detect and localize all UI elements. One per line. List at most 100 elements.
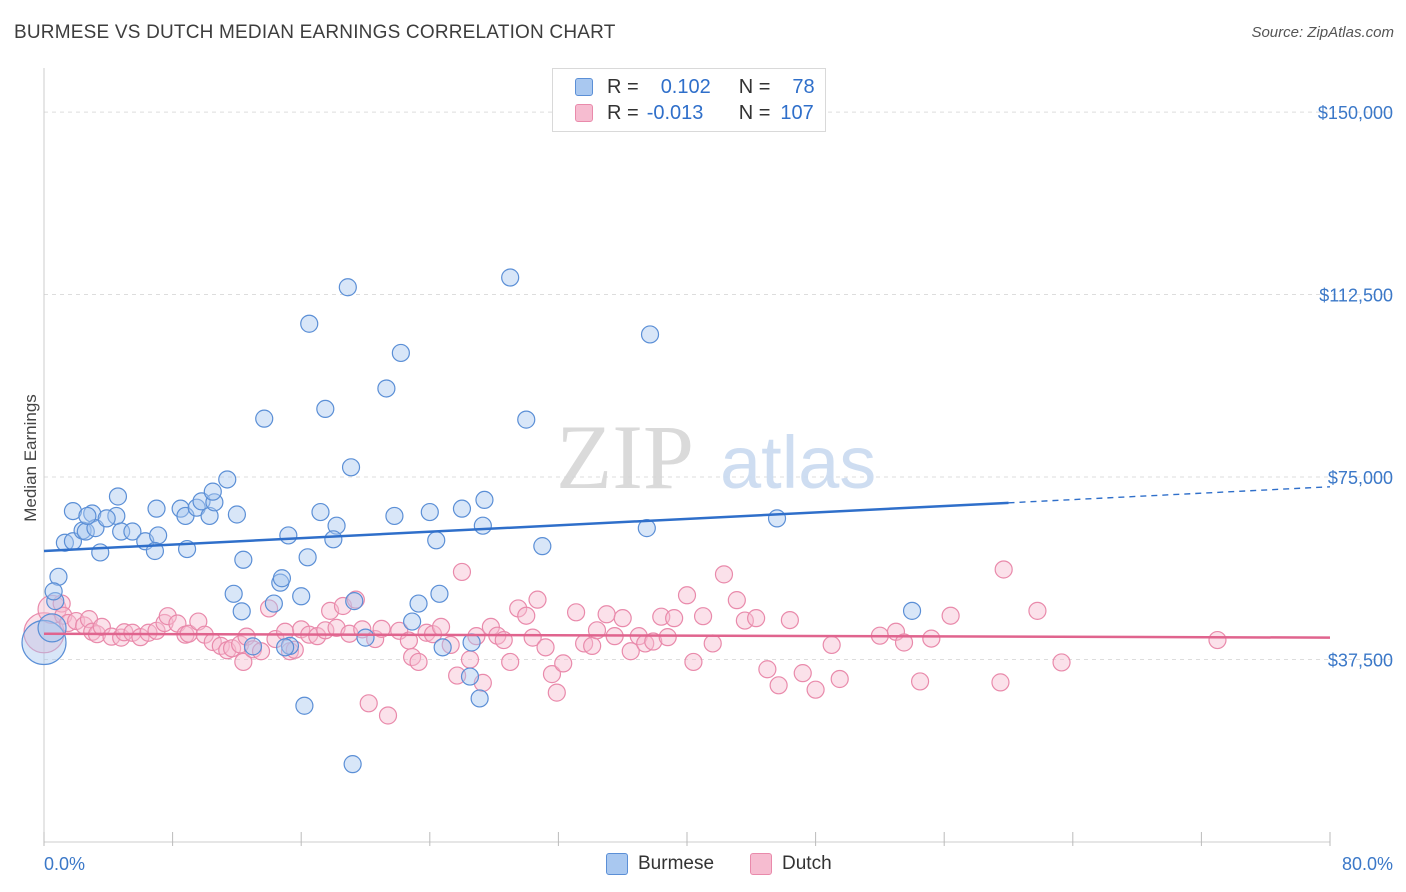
- burmese-point: [203, 482, 222, 501]
- burmese-point: [123, 522, 142, 541]
- dutch-point: [372, 619, 391, 638]
- dutch-point: [613, 609, 632, 628]
- axes: [43, 68, 1331, 846]
- burmese-point: [97, 509, 116, 528]
- burmese-point: [272, 569, 292, 588]
- legend-r-label: R =: [607, 101, 639, 124]
- y-tick-label: $75,000: [1328, 468, 1393, 488]
- dutch-point: [452, 562, 472, 582]
- legend-n-value: 78: [792, 75, 815, 98]
- burmese-point: [91, 543, 110, 562]
- dutch-point: [644, 632, 663, 651]
- x-tick-label: 0.0%: [44, 854, 85, 874]
- burmese-point: [292, 587, 311, 606]
- dutch-point: [409, 652, 428, 672]
- burmese-point: [264, 594, 283, 613]
- burmese-point: [279, 526, 298, 545]
- watermark: ZIP atlas: [556, 406, 876, 508]
- dutch-point: [727, 591, 746, 610]
- legend-n-label: N =: [738, 75, 771, 98]
- watermark-zip: ZIP: [556, 406, 694, 508]
- legend-n-label: N =: [738, 101, 771, 124]
- legend-swatch-dutch: [575, 104, 593, 122]
- dutch-point: [703, 634, 722, 653]
- burmese-point: [63, 501, 83, 521]
- dutch-point: [460, 650, 480, 669]
- burmese-point: [218, 470, 237, 489]
- dutch-point: [780, 610, 799, 630]
- dutch-point: [830, 669, 849, 689]
- dutch-point: [735, 611, 754, 630]
- dutch-point: [994, 560, 1013, 579]
- burmese-point: [767, 509, 787, 528]
- trend-lines: [43, 486, 1331, 639]
- dutch-point: [501, 652, 520, 672]
- dutch-point: [92, 617, 111, 637]
- dutch-point: [822, 635, 841, 655]
- burmese-point: [452, 499, 472, 518]
- burmese-point: [430, 584, 449, 603]
- burmese-point: [345, 592, 364, 611]
- dutch-point: [658, 628, 677, 647]
- burmese-point: [200, 506, 219, 526]
- burmese-point: [243, 637, 263, 656]
- dutch-point: [894, 633, 914, 652]
- burmese-point: [427, 531, 446, 550]
- dutch-point: [158, 607, 177, 626]
- legend-label-burmese: Burmese: [638, 853, 715, 874]
- burmese-point: [327, 516, 346, 535]
- dutch-point: [693, 607, 713, 626]
- burmese-point: [83, 504, 102, 523]
- dutch-point: [714, 565, 734, 584]
- burmese-point: [300, 314, 319, 333]
- dutch-point: [684, 652, 703, 672]
- burmese-point: [147, 499, 166, 518]
- burmese-point: [533, 537, 552, 556]
- dutch-trend-line: [43, 632, 1331, 639]
- bottom-legend-burmese: Burmese: [606, 852, 714, 876]
- burmese-point: [49, 567, 68, 586]
- dutch-point: [922, 629, 941, 648]
- burmese-point: [460, 667, 480, 686]
- burmese-trend-extension: [1008, 486, 1331, 504]
- burmese-point: [224, 584, 243, 603]
- burmese-point: [276, 638, 295, 657]
- burmese-point: [403, 612, 422, 631]
- burmese-point: [316, 399, 335, 419]
- legend: R = 0.102 N = 78 R = -0.013 N = 107: [552, 68, 826, 132]
- burmese-point: [21, 619, 67, 666]
- burmese-point: [37, 613, 67, 643]
- burmese-point: [108, 487, 128, 506]
- dutch-point: [583, 636, 602, 655]
- burmese-point: [391, 343, 410, 363]
- dutch-point: [554, 654, 573, 673]
- burmese-point: [295, 696, 314, 715]
- legend-r-label: R =: [607, 75, 639, 98]
- dutch-point: [542, 665, 562, 684]
- dutch-point: [431, 617, 451, 637]
- burmese-point: [433, 638, 452, 657]
- dutch-point: [747, 609, 766, 628]
- legend-row-burmese: R = 0.102 N = 78: [575, 75, 815, 99]
- dutch-point: [528, 590, 547, 609]
- bottom-legend-dutch: Dutch: [750, 852, 832, 876]
- y-tick-label: $150,000: [1318, 103, 1393, 123]
- dutch-point: [83, 622, 102, 641]
- legend-row-dutch: R = -0.013 N = 107: [575, 101, 814, 125]
- burmese-point: [227, 505, 246, 524]
- burmese-point: [385, 506, 404, 526]
- burmese-point: [501, 268, 520, 287]
- dutch-point: [448, 666, 467, 685]
- dutch-point: [621, 642, 640, 661]
- dutch-point: [758, 660, 777, 679]
- burmese-point: [255, 409, 274, 428]
- burmese-point: [232, 602, 251, 621]
- dutch-point: [378, 706, 398, 725]
- burmese-point: [234, 550, 253, 569]
- legend-r-value: -0.013: [646, 101, 704, 124]
- burmese-point: [311, 502, 330, 522]
- burmese-point: [637, 519, 656, 538]
- burmese-point: [76, 522, 95, 541]
- dutch-point: [665, 609, 684, 628]
